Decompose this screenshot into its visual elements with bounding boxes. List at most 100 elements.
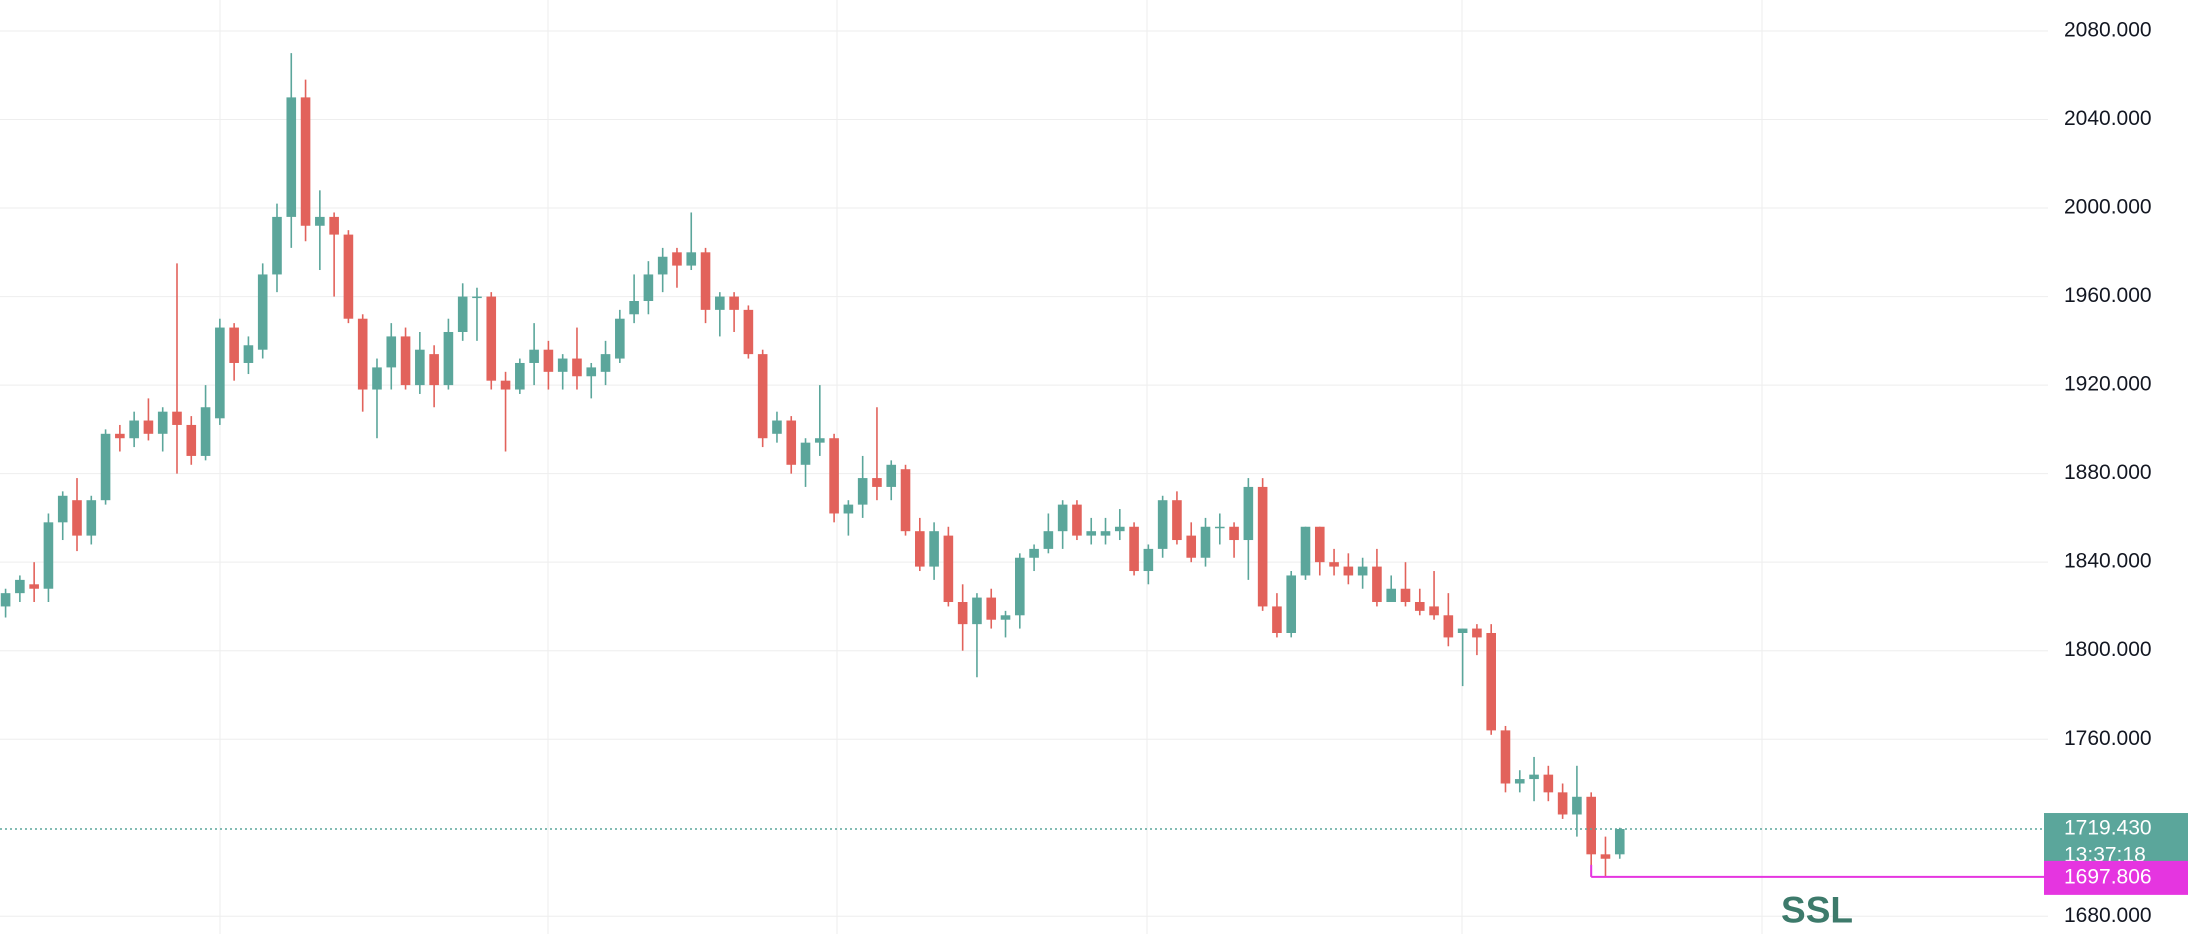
candle-body <box>1314 526 1325 563</box>
candle-body <box>672 252 682 266</box>
candle-body <box>1114 526 1125 532</box>
candle-body <box>1400 588 1411 603</box>
candle-body <box>57 495 68 523</box>
candle-body <box>972 597 982 625</box>
candle-body <box>500 380 511 390</box>
candle-body <box>1343 566 1354 576</box>
candle-body <box>286 97 297 217</box>
candle-body <box>1214 526 1225 529</box>
candle-body <box>1500 730 1511 784</box>
candle-body <box>243 345 254 363</box>
y-tick-label: 1760.000 <box>2064 727 2152 750</box>
candle-body <box>486 296 497 381</box>
candle-body <box>1243 486 1254 541</box>
candle-body <box>229 327 239 363</box>
candle-body <box>729 296 739 310</box>
candle-body <box>957 602 968 625</box>
candle-body <box>700 252 711 310</box>
candle-body <box>1486 632 1496 731</box>
candle-body <box>343 234 354 319</box>
candle-body <box>1143 548 1154 572</box>
countdown-label: 13:37:18 <box>2064 844 2146 867</box>
candle-body <box>257 274 268 350</box>
candle-body <box>757 354 768 439</box>
candle-body <box>1000 615 1011 620</box>
candle-body <box>1529 774 1539 780</box>
candle-body <box>172 411 182 425</box>
candle-body <box>815 438 825 443</box>
candle-body <box>400 336 411 386</box>
candle-body <box>743 309 754 355</box>
candle-body <box>300 97 311 226</box>
candle-body <box>886 464 897 487</box>
candle-body <box>1572 796 1582 815</box>
candle-body <box>472 296 482 299</box>
candle-body <box>200 407 211 456</box>
candle-body <box>129 420 139 439</box>
candle-body <box>629 301 639 315</box>
candle-body <box>1257 486 1268 607</box>
candle-body <box>1329 562 1339 567</box>
candle-body <box>1457 628 1468 633</box>
candle-body <box>86 500 97 536</box>
candle-body <box>929 531 939 567</box>
candle-body <box>1543 774 1554 793</box>
candle-body <box>529 349 539 363</box>
candle-body <box>1015 557 1025 616</box>
candle-body <box>943 535 954 603</box>
y-tick-label: 2080.000 <box>2064 19 2152 42</box>
candle-body <box>872 478 882 487</box>
candle-body <box>372 367 382 390</box>
candle-body <box>1229 526 1239 541</box>
candle-body <box>600 354 611 372</box>
candle-body <box>1172 500 1182 541</box>
candle-body <box>272 216 282 275</box>
candle-body <box>1443 615 1454 638</box>
candle-body <box>657 256 668 275</box>
candle-body <box>986 597 997 620</box>
y-tick-label: 1680.000 <box>2064 904 2152 927</box>
candle-body <box>15 579 25 594</box>
candle-body <box>1300 526 1311 576</box>
candle-body <box>800 442 811 465</box>
ssl-price-label: 1697.806 <box>2064 865 2152 888</box>
candle-body <box>186 424 197 456</box>
candle-body <box>1043 531 1054 549</box>
candle-body <box>1100 531 1111 536</box>
candle-body <box>1557 792 1568 815</box>
candle-body <box>686 252 697 266</box>
candle-body <box>1429 606 1439 616</box>
candle-body <box>329 216 339 235</box>
candle-body <box>915 531 925 567</box>
candle-body <box>1286 575 1297 633</box>
candle-body <box>557 358 568 372</box>
candle-body <box>857 478 868 505</box>
candle-body <box>1029 548 1039 558</box>
ssl-name: SSL <box>1781 890 1853 931</box>
candle-body <box>843 504 854 514</box>
candle-body <box>715 296 725 310</box>
candle-body <box>543 349 554 372</box>
candle-body <box>586 367 597 377</box>
candle-body <box>315 216 325 226</box>
y-tick-label: 1880.000 <box>2064 461 2152 484</box>
candle-body <box>829 438 839 514</box>
ssl-price-box <box>2044 860 2188 895</box>
candle-body <box>1614 829 1625 855</box>
candle-body <box>43 522 54 589</box>
y-tick-label: 1800.000 <box>2064 638 2152 661</box>
candle-body <box>643 274 654 302</box>
candle-body <box>386 336 397 368</box>
candle-body <box>772 420 782 434</box>
candle-body <box>1157 500 1168 549</box>
candle-body <box>1057 504 1068 532</box>
candle-body <box>429 354 439 386</box>
candle-body <box>1200 526 1211 558</box>
candle-body <box>1586 796 1596 855</box>
candle-body <box>1072 504 1082 536</box>
candle-body <box>572 358 582 377</box>
candle-body <box>900 469 911 532</box>
candle-body <box>1129 526 1139 572</box>
candle-body <box>1357 566 1368 576</box>
y-tick-label: 1960.000 <box>2064 284 2152 307</box>
